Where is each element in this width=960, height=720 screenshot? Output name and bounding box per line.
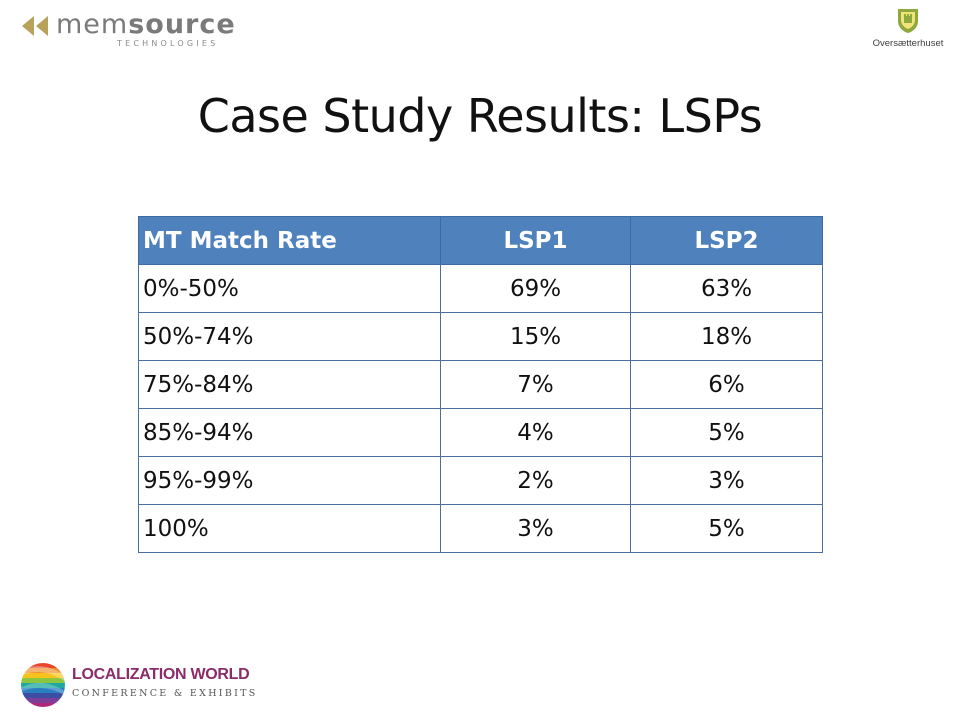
match-rate-cell: 50%-74%: [138, 312, 441, 361]
results-table: MT Match Rate LSP1 LSP2 0%-50% 69% 63% 5…: [138, 216, 823, 553]
table-header-row: MT Match Rate LSP1 LSP2: [138, 216, 823, 265]
memsource-tagline: TECHNOLOGIES: [117, 39, 219, 48]
table-row: 85%-94% 4% 5%: [138, 408, 823, 457]
match-rate-cell: 100%: [138, 504, 441, 553]
lsp2-cell: 6%: [630, 360, 823, 409]
localization-world-subtitle: CONFERENCE & EXHIBITS: [72, 688, 258, 699]
lsp2-cell: 5%: [630, 408, 823, 457]
memsource-logo: memsource TECHNOLOGIES: [22, 10, 235, 50]
table-row: 50%-74% 15% 18%: [138, 312, 823, 361]
match-rate-cell: 85%-94%: [138, 408, 441, 457]
lsp1-cell: 69%: [440, 264, 631, 313]
lsp2-cell: 3%: [630, 456, 823, 505]
lsp1-cell: 3%: [440, 504, 631, 553]
lsp2-cell: 18%: [630, 312, 823, 361]
lsp1-cell: 2%: [440, 456, 631, 505]
slide-title: Case Study Results: LSPs: [197, 89, 763, 143]
shield-icon: [898, 9, 918, 33]
column-header-lsp2: LSP2: [630, 216, 823, 265]
table-row: 0%-50% 69% 63%: [138, 264, 823, 313]
lsp2-cell: 5%: [630, 504, 823, 553]
lsp1-cell: 4%: [440, 408, 631, 457]
double-arrow-left-icon: [22, 16, 48, 36]
table-row: 95%-99% 2% 3%: [138, 456, 823, 505]
oversaetterhuset-logo: Oversætterhuset: [860, 8, 950, 54]
column-header-mt-match-rate: MT Match Rate: [138, 216, 441, 265]
lsp2-cell: 63%: [630, 264, 823, 313]
oversaetterhuset-name: Oversætterhuset: [872, 38, 944, 49]
localization-world-logo: LOCALIZATION WORLD CONFERENCE & EXHIBITS: [20, 660, 255, 710]
lsp1-cell: 15%: [440, 312, 631, 361]
match-rate-cell: 0%-50%: [138, 264, 441, 313]
localization-world-name: LOCALIZATION WORLD: [72, 666, 250, 683]
match-rate-cell: 75%-84%: [138, 360, 441, 409]
match-rate-cell: 95%-99%: [138, 456, 441, 505]
table-row: 75%-84% 7% 6%: [138, 360, 823, 409]
lsp1-cell: 7%: [440, 360, 631, 409]
memsource-wordmark: memsource: [56, 9, 236, 40]
column-header-lsp1: LSP1: [440, 216, 631, 265]
striped-globe-icon: [21, 663, 65, 707]
table-row: 100% 3% 5%: [138, 504, 823, 553]
